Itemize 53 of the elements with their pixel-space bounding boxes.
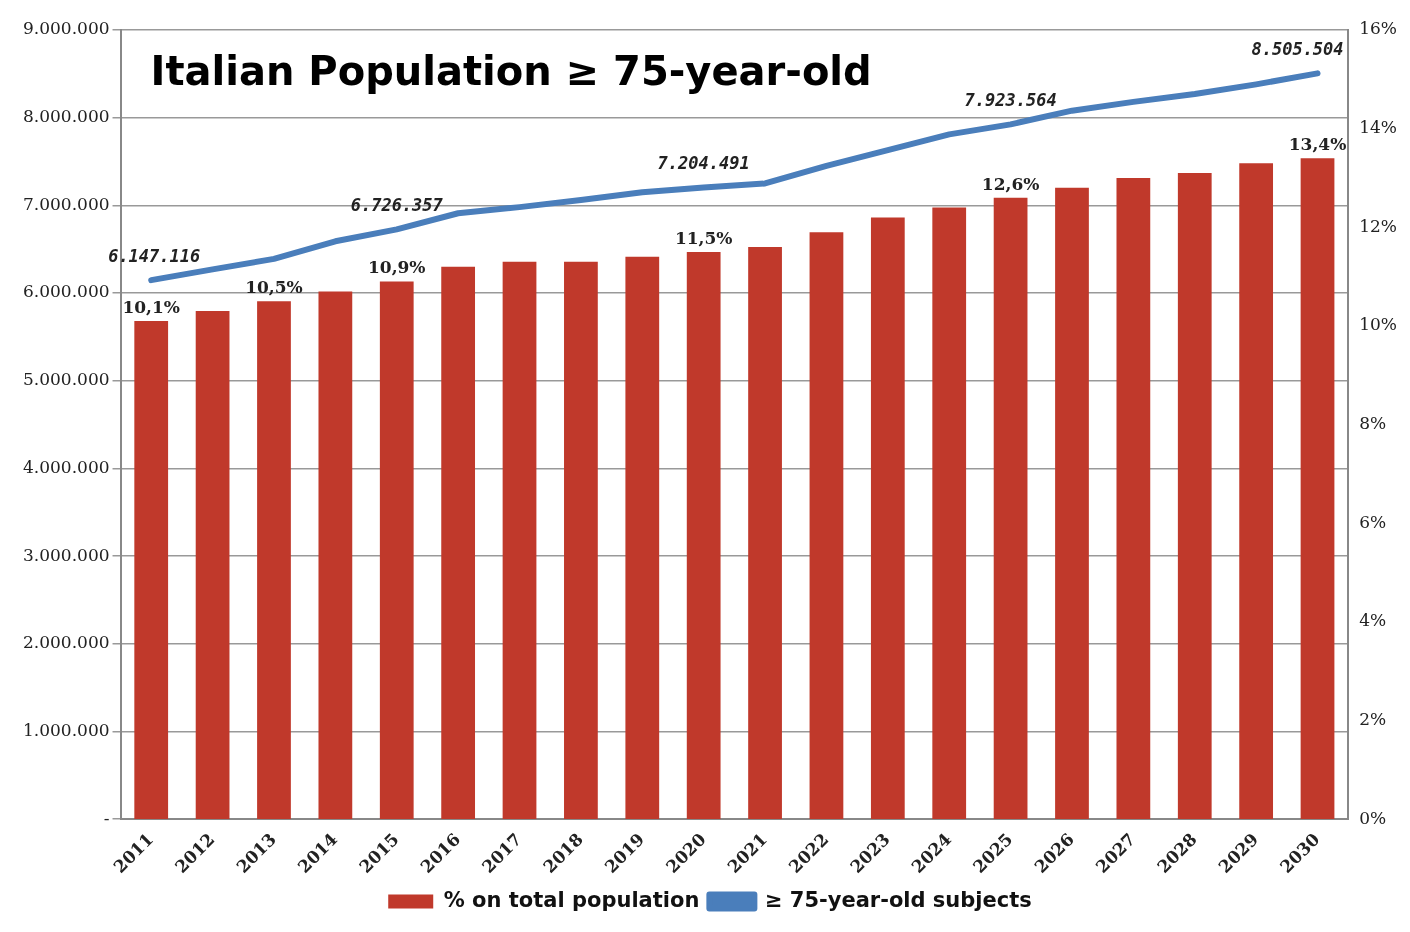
bar <box>809 232 844 820</box>
bar <box>441 266 476 820</box>
y2-tick-label: 12% <box>1359 215 1398 236</box>
data-label: 10,5% <box>245 277 303 298</box>
data-label: 6.147.116 <box>108 246 201 267</box>
data-label: 7.923.564 <box>964 90 1057 111</box>
bar <box>932 207 967 820</box>
text: Italian Population ≥ 75-year-old <box>150 48 872 95</box>
y-tick-label: 5.000.000 <box>22 369 110 390</box>
bar <box>564 261 598 820</box>
y2-tick-label: 4% <box>1359 610 1387 631</box>
y2-tick-label: 2% <box>1359 708 1387 729</box>
data-label: 10,9% <box>367 257 426 278</box>
bar <box>502 261 537 820</box>
bar <box>1300 158 1335 820</box>
bar <box>1239 163 1274 820</box>
legend-label: ≥ 75-year-old subjects <box>764 887 1032 912</box>
y-tick-label: 7.000.000 <box>22 193 110 214</box>
y2-tick-label: 10% <box>1359 314 1398 335</box>
y-tick-label: 4.000.000 <box>22 456 110 477</box>
data-label: 12,6% <box>981 173 1040 194</box>
data-label: 11,5% <box>674 227 733 248</box>
y-tick-label: - <box>103 807 110 828</box>
bar <box>318 291 353 820</box>
y-tick-label: 9.000.000 <box>22 18 110 39</box>
bar <box>1116 177 1151 820</box>
bar <box>748 247 782 820</box>
y-tick-label: 6.000.000 <box>22 281 110 302</box>
y2-tick-label: 16% <box>1359 18 1398 39</box>
legend-label: % on total population <box>443 887 700 912</box>
data-label: 10,1% <box>122 296 180 317</box>
y-tick-label: 2.000.000 <box>22 632 110 653</box>
y2-tick-label: 8% <box>1359 412 1387 433</box>
data-label: 7.204.491 <box>657 153 750 174</box>
bar <box>993 197 1028 820</box>
bar <box>257 301 291 820</box>
bar <box>1177 173 1212 820</box>
y-tick-label: 1.000.000 <box>22 719 110 740</box>
bar <box>379 281 414 820</box>
data-label: 13,4% <box>1288 134 1347 155</box>
bar <box>625 256 660 820</box>
bar <box>870 217 905 820</box>
y2-tick-label: 14% <box>1359 117 1398 138</box>
bar <box>1055 187 1089 820</box>
y-tick-label: 8.000.000 <box>22 106 110 127</box>
data-label: 6.726.357 <box>350 195 444 216</box>
data-label: 8.505.504 <box>1251 39 1344 60</box>
bar <box>195 311 230 820</box>
bar <box>686 251 721 820</box>
y2-tick-label: 6% <box>1359 511 1387 532</box>
y-tick-label: 3.000.000 <box>22 544 110 565</box>
bar <box>134 320 169 820</box>
y2-tick-label: 0% <box>1359 807 1387 828</box>
